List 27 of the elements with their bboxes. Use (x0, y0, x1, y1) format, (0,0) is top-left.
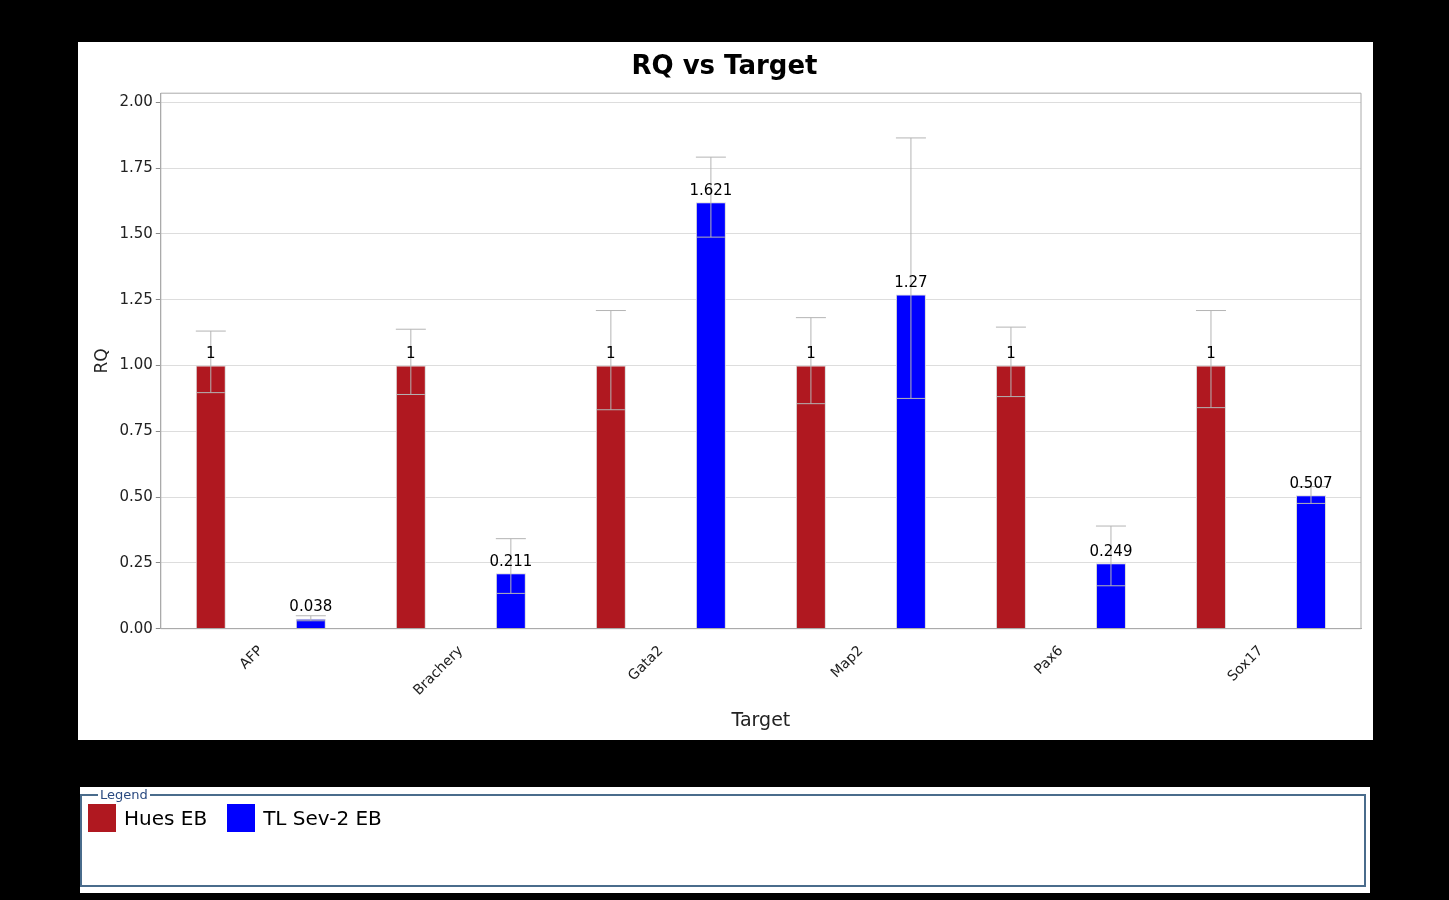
legend-title: Legend (99, 787, 149, 802)
y-tick-label: 1.00 (119, 355, 153, 374)
data-label: 1 (606, 343, 616, 362)
data-label: 1 (1006, 343, 1016, 362)
data-label: 1 (806, 343, 816, 362)
data-label: 0.211 (489, 551, 533, 570)
y-axis-title: RQ (90, 348, 111, 374)
data-label: 1.27 (894, 272, 928, 291)
legend-label: Hues EB (124, 806, 208, 830)
y-tick-label: 1.75 (119, 158, 153, 177)
data-label: 1 (206, 343, 216, 362)
data-label: 0.507 (1289, 473, 1333, 492)
y-tick-label: 2.00 (119, 92, 153, 111)
x-axis-title: Target (730, 707, 791, 730)
data-label: 1 (1206, 343, 1216, 362)
chart-title: RQ vs Target (631, 50, 818, 81)
y-tick-label: 1.50 (119, 223, 153, 242)
y-tick-label: 0.00 (119, 618, 153, 637)
y-tick-label: 0.25 (119, 552, 153, 571)
data-label: 0.038 (289, 597, 333, 616)
y-tick-label: 1.25 (119, 289, 153, 308)
data-label: 0.249 (1089, 541, 1133, 560)
y-tick-label: 0.75 (119, 421, 153, 440)
data-label: 1.621 (689, 180, 733, 199)
data-label: 1 (406, 343, 416, 362)
legend-label: TL Sev-2 EB (263, 806, 382, 830)
y-tick-label: 0.50 (119, 486, 153, 505)
